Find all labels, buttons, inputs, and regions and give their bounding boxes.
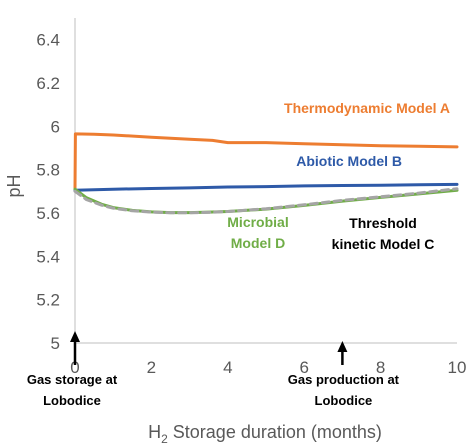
x-tick-label: 8 [376, 358, 385, 377]
x-tick-label: 10 [448, 358, 467, 377]
y-axis-title: pH [4, 174, 24, 197]
y-tick-label: 5.4 [36, 247, 60, 266]
y-tick-label: 6 [51, 117, 60, 136]
annotation-arrow-head [337, 341, 348, 352]
series-line-1 [73, 182, 459, 192]
y-tick-label: 5.6 [36, 204, 60, 223]
x-tick-label: 2 [147, 358, 156, 377]
y-tick-label: 6.2 [36, 74, 60, 93]
y-tick-label: 5 [51, 334, 60, 353]
y-tick-label: 6.4 [36, 31, 60, 50]
x-tick-label: 4 [223, 358, 232, 377]
x-tick-label: 6 [299, 358, 308, 377]
series-label: Abiotic Model B [296, 153, 402, 169]
x-axis-title-subscript: 2 [161, 432, 168, 446]
annotation-label: Lobodice [315, 393, 373, 408]
series-line-0 [73, 132, 459, 191]
y-tick-label: 5.2 [36, 291, 60, 310]
series-label: Microbial [227, 214, 288, 230]
series-lines [73, 132, 459, 215]
x-axis-title: H2 Storage duration (months) [148, 422, 382, 446]
x-tick-label: 0 [70, 358, 79, 377]
series-labels: Thermodynamic Model A Abiotic Model B Micr… [227, 100, 450, 252]
annotations: Gas storage at Lobodice Gas production at L… [27, 331, 400, 408]
y-tick-labels: 5 5.2 5.4 5.6 5.8 6 6.2 6.4 [36, 31, 60, 353]
x-axis-title-rest: Storage duration (months) [168, 422, 382, 442]
series-label: Threshold [349, 215, 417, 231]
series-line-3 [73, 187, 459, 215]
series-label: Model D [231, 235, 285, 251]
annotation-label: Gas production at [288, 372, 400, 387]
annotation-arrow-head [70, 331, 80, 342]
series-label: Thermodynamic Model A [284, 100, 450, 116]
series-label: kinetic Model C [332, 236, 435, 252]
x-axis-title-h: H [148, 422, 161, 442]
x-tick-labels: 0 2 4 6 8 10 [70, 358, 466, 377]
y-tick-label: 5.8 [36, 161, 60, 180]
annotation-label: Lobodice [43, 393, 101, 408]
annotation-label: Gas storage at [27, 372, 118, 387]
